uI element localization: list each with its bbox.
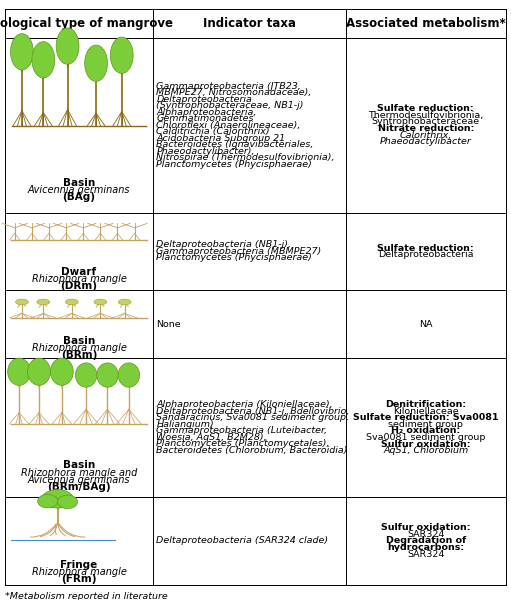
Text: Denitrification:: Denitrification: <box>385 400 467 409</box>
Text: Calditrichia (Calorithrix): Calditrichia (Calorithrix) <box>156 127 270 136</box>
Ellipse shape <box>76 363 97 387</box>
Ellipse shape <box>110 37 133 73</box>
Ellipse shape <box>15 299 28 305</box>
Text: Avicennia germinans: Avicennia germinans <box>28 185 130 195</box>
Text: (FRm): (FRm) <box>61 574 97 584</box>
Text: Associated metabolism*: Associated metabolism* <box>346 17 506 30</box>
Text: Ecological type of mangrove: Ecological type of mangrove <box>0 17 173 30</box>
Text: Bacteroidetes (Ignavibacteriales,: Bacteroidetes (Ignavibacteriales, <box>156 140 314 149</box>
Text: Deltaproteobacteria: Deltaproteobacteria <box>156 95 252 104</box>
Ellipse shape <box>65 299 78 305</box>
Ellipse shape <box>8 358 31 385</box>
Text: Deltaproteobacteria (NB1-j, Bdellovibrio,: Deltaproteobacteria (NB1-j, Bdellovibrio… <box>156 407 350 416</box>
Text: (BAg): (BAg) <box>62 192 96 202</box>
Ellipse shape <box>94 299 107 305</box>
Text: Thermodesulfovibrionia,: Thermodesulfovibrionia, <box>368 111 483 120</box>
Text: Sulfur oxidation:: Sulfur oxidation: <box>381 440 471 449</box>
Text: Planctomycetes (Phycisphaerae): Planctomycetes (Phycisphaerae) <box>156 253 312 262</box>
Text: Basin: Basin <box>63 460 95 470</box>
Text: hydrocarbons:: hydrocarbons: <box>387 543 464 552</box>
Text: Fringe: Fringe <box>60 560 98 569</box>
Ellipse shape <box>85 45 107 82</box>
Text: Rhizophora mangle: Rhizophora mangle <box>32 274 126 284</box>
Text: Gammaproteobacteria (MBMPE27): Gammaproteobacteria (MBMPE27) <box>156 247 321 256</box>
Ellipse shape <box>56 28 79 64</box>
Text: Rhizophora mangle: Rhizophora mangle <box>32 343 126 353</box>
Ellipse shape <box>118 299 131 305</box>
Text: Deltaproteobacteria (SAR324 clade): Deltaproteobacteria (SAR324 clade) <box>156 536 329 545</box>
Text: Rhizophora mangle and: Rhizophora mangle and <box>21 467 137 478</box>
Text: Basin: Basin <box>63 178 95 188</box>
Text: Gammaproteobacteria (JTB23,: Gammaproteobacteria (JTB23, <box>156 82 301 91</box>
Text: None: None <box>156 320 181 329</box>
Text: Sulfate reduction: Sva0081: Sulfate reduction: Sva0081 <box>353 413 499 422</box>
Ellipse shape <box>51 358 73 385</box>
Text: Planctomycetes (Planctomycetales),: Planctomycetes (Planctomycetales), <box>156 439 330 448</box>
Text: Phaeodactylibacter),: Phaeodactylibacter), <box>156 146 255 155</box>
Text: Phaeodactylibacter: Phaeodactylibacter <box>380 137 472 146</box>
Text: *Metabolism reported in literature: *Metabolism reported in literature <box>5 592 168 600</box>
Text: Degradation of: Degradation of <box>386 536 466 545</box>
Text: Planctomycetes (Phycisphaerae): Planctomycetes (Phycisphaerae) <box>156 160 312 169</box>
Text: Kiloniellaceae: Kiloniellaceae <box>393 407 458 416</box>
Text: (Syntrophobacteraceae, NB1-j): (Syntrophobacteraceae, NB1-j) <box>156 101 304 110</box>
Text: Alphaproteobacteria (Kiloniellaceae),: Alphaproteobacteria (Kiloniellaceae), <box>156 400 333 409</box>
Text: Calorithrix,: Calorithrix, <box>400 131 452 140</box>
Text: Sulfate reduction:: Sulfate reduction: <box>378 244 474 253</box>
Text: H₂ oxidation:: H₂ oxidation: <box>391 427 460 436</box>
Text: Sulfur oxidation:: Sulfur oxidation: <box>381 523 471 532</box>
Ellipse shape <box>28 358 51 385</box>
Text: Nitrospirae (Thermodesulfovibrionia),: Nitrospirae (Thermodesulfovibrionia), <box>156 153 335 162</box>
Ellipse shape <box>38 494 58 508</box>
Text: Gemmatimonadetes: Gemmatimonadetes <box>156 114 254 123</box>
Text: Acidobacteria Subgroup 21: Acidobacteria Subgroup 21 <box>156 134 286 143</box>
Text: Indicator taxa: Indicator taxa <box>203 17 296 30</box>
Text: Sulfate reduction:: Sulfate reduction: <box>378 104 474 113</box>
Ellipse shape <box>58 495 78 509</box>
Ellipse shape <box>11 34 33 70</box>
Text: Haliangium): Haliangium) <box>156 420 214 429</box>
Ellipse shape <box>37 299 50 305</box>
Text: Syntrophobacteraceae: Syntrophobacteraceae <box>371 118 480 127</box>
Text: Rhizophora mangle: Rhizophora mangle <box>32 567 126 577</box>
Text: sediment group: sediment group <box>388 420 463 429</box>
Text: Gammaproteobacteria (Luteibacter,: Gammaproteobacteria (Luteibacter, <box>156 426 328 435</box>
Text: AqS1, Chlorobium: AqS1, Chlorobium <box>383 446 469 455</box>
Text: Woesia, AqS1, B2M28),: Woesia, AqS1, B2M28), <box>156 433 267 442</box>
Text: Sva0081 sediment group: Sva0081 sediment group <box>366 433 485 442</box>
Text: (BRm): (BRm) <box>61 350 97 360</box>
Text: Alphaproteobacteria,: Alphaproteobacteria, <box>156 108 257 117</box>
Text: Deltaproteobacteria: Deltaproteobacteria <box>378 250 474 259</box>
Text: MBMPE27, Nitrosomonadaceae),: MBMPE27, Nitrosomonadaceae), <box>156 88 312 97</box>
Text: Dwarf: Dwarf <box>61 266 97 277</box>
Text: Avicennia germinans: Avicennia germinans <box>28 475 130 485</box>
Text: (BRm/BAg): (BRm/BAg) <box>47 482 111 492</box>
Text: Bacteroidetes (Chlorobium, Bacteroidia): Bacteroidetes (Chlorobium, Bacteroidia) <box>156 446 348 455</box>
Text: NA: NA <box>419 320 432 329</box>
Ellipse shape <box>118 363 140 387</box>
Ellipse shape <box>97 363 118 387</box>
Text: Nitrate reduction:: Nitrate reduction: <box>378 124 474 133</box>
Text: SAR324: SAR324 <box>407 530 445 539</box>
Text: SAR324: SAR324 <box>407 550 445 559</box>
Text: (DRm): (DRm) <box>60 281 98 291</box>
Text: Deltaproteobacteria (NB1-j),: Deltaproteobacteria (NB1-j), <box>156 241 291 250</box>
Text: Sandaracinus, Sva0081 sediment group,: Sandaracinus, Sva0081 sediment group, <box>156 413 350 422</box>
Text: Chloroflexi (Anaerolineaceae),: Chloroflexi (Anaerolineaceae), <box>156 121 301 130</box>
Text: Basin: Basin <box>63 336 95 346</box>
Ellipse shape <box>42 490 73 508</box>
Ellipse shape <box>32 41 55 78</box>
